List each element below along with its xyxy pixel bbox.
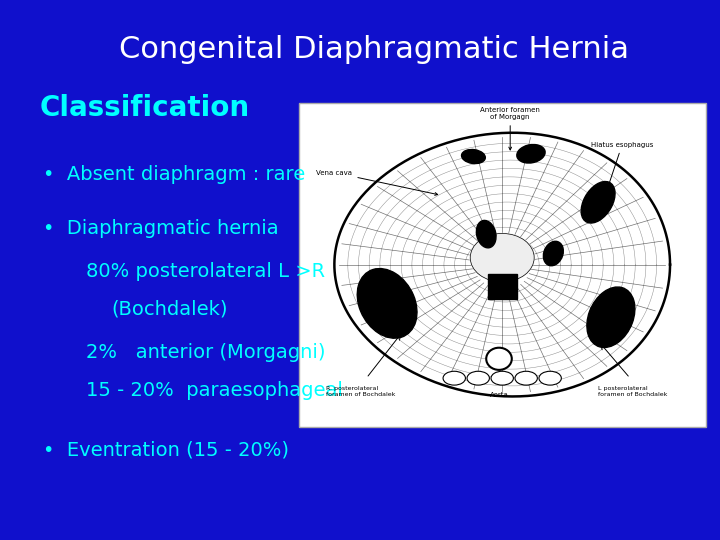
Text: 80% posterolateral L >R: 80% posterolateral L >R bbox=[86, 262, 325, 281]
Ellipse shape bbox=[462, 150, 485, 164]
Text: 2%   anterior (Morgagni): 2% anterior (Morgagni) bbox=[86, 343, 326, 362]
Text: Vena cava: Vena cava bbox=[316, 170, 438, 195]
Ellipse shape bbox=[539, 372, 562, 385]
Ellipse shape bbox=[491, 372, 513, 385]
Text: •  Absent diaphragm : rare: • Absent diaphragm : rare bbox=[43, 165, 305, 184]
Ellipse shape bbox=[443, 372, 465, 385]
Text: •  Eventration (15 - 20%): • Eventration (15 - 20%) bbox=[43, 440, 289, 459]
Text: R. posterolateral
foramen of Bochdalek: R. posterolateral foramen of Bochdalek bbox=[326, 387, 396, 397]
Text: Aorta: Aorta bbox=[490, 392, 508, 398]
Text: Classification: Classification bbox=[40, 94, 250, 123]
FancyBboxPatch shape bbox=[299, 103, 706, 427]
Ellipse shape bbox=[470, 233, 534, 282]
Ellipse shape bbox=[467, 372, 490, 385]
Ellipse shape bbox=[477, 220, 496, 248]
Ellipse shape bbox=[357, 268, 417, 338]
Text: Congenital Diaphragmatic Hernia: Congenital Diaphragmatic Hernia bbox=[120, 35, 629, 64]
Bar bbox=[488, 274, 516, 299]
Text: Anterior foramen
of Morgagn: Anterior foramen of Morgagn bbox=[480, 107, 540, 150]
Text: L posterolateral
foramen of Bochdalek: L posterolateral foramen of Bochdalek bbox=[598, 387, 667, 397]
Text: 15 - 20%  paraesophageal: 15 - 20% paraesophageal bbox=[86, 381, 343, 400]
Ellipse shape bbox=[515, 372, 537, 385]
Ellipse shape bbox=[517, 145, 545, 163]
Text: Hiatus esophagus: Hiatus esophagus bbox=[591, 142, 653, 189]
Ellipse shape bbox=[544, 241, 563, 266]
Ellipse shape bbox=[581, 181, 615, 223]
Text: •  Diaphragmatic hernia: • Diaphragmatic hernia bbox=[43, 219, 279, 238]
Circle shape bbox=[486, 348, 512, 370]
Ellipse shape bbox=[587, 287, 635, 347]
Text: (Bochdalek): (Bochdalek) bbox=[112, 300, 228, 319]
